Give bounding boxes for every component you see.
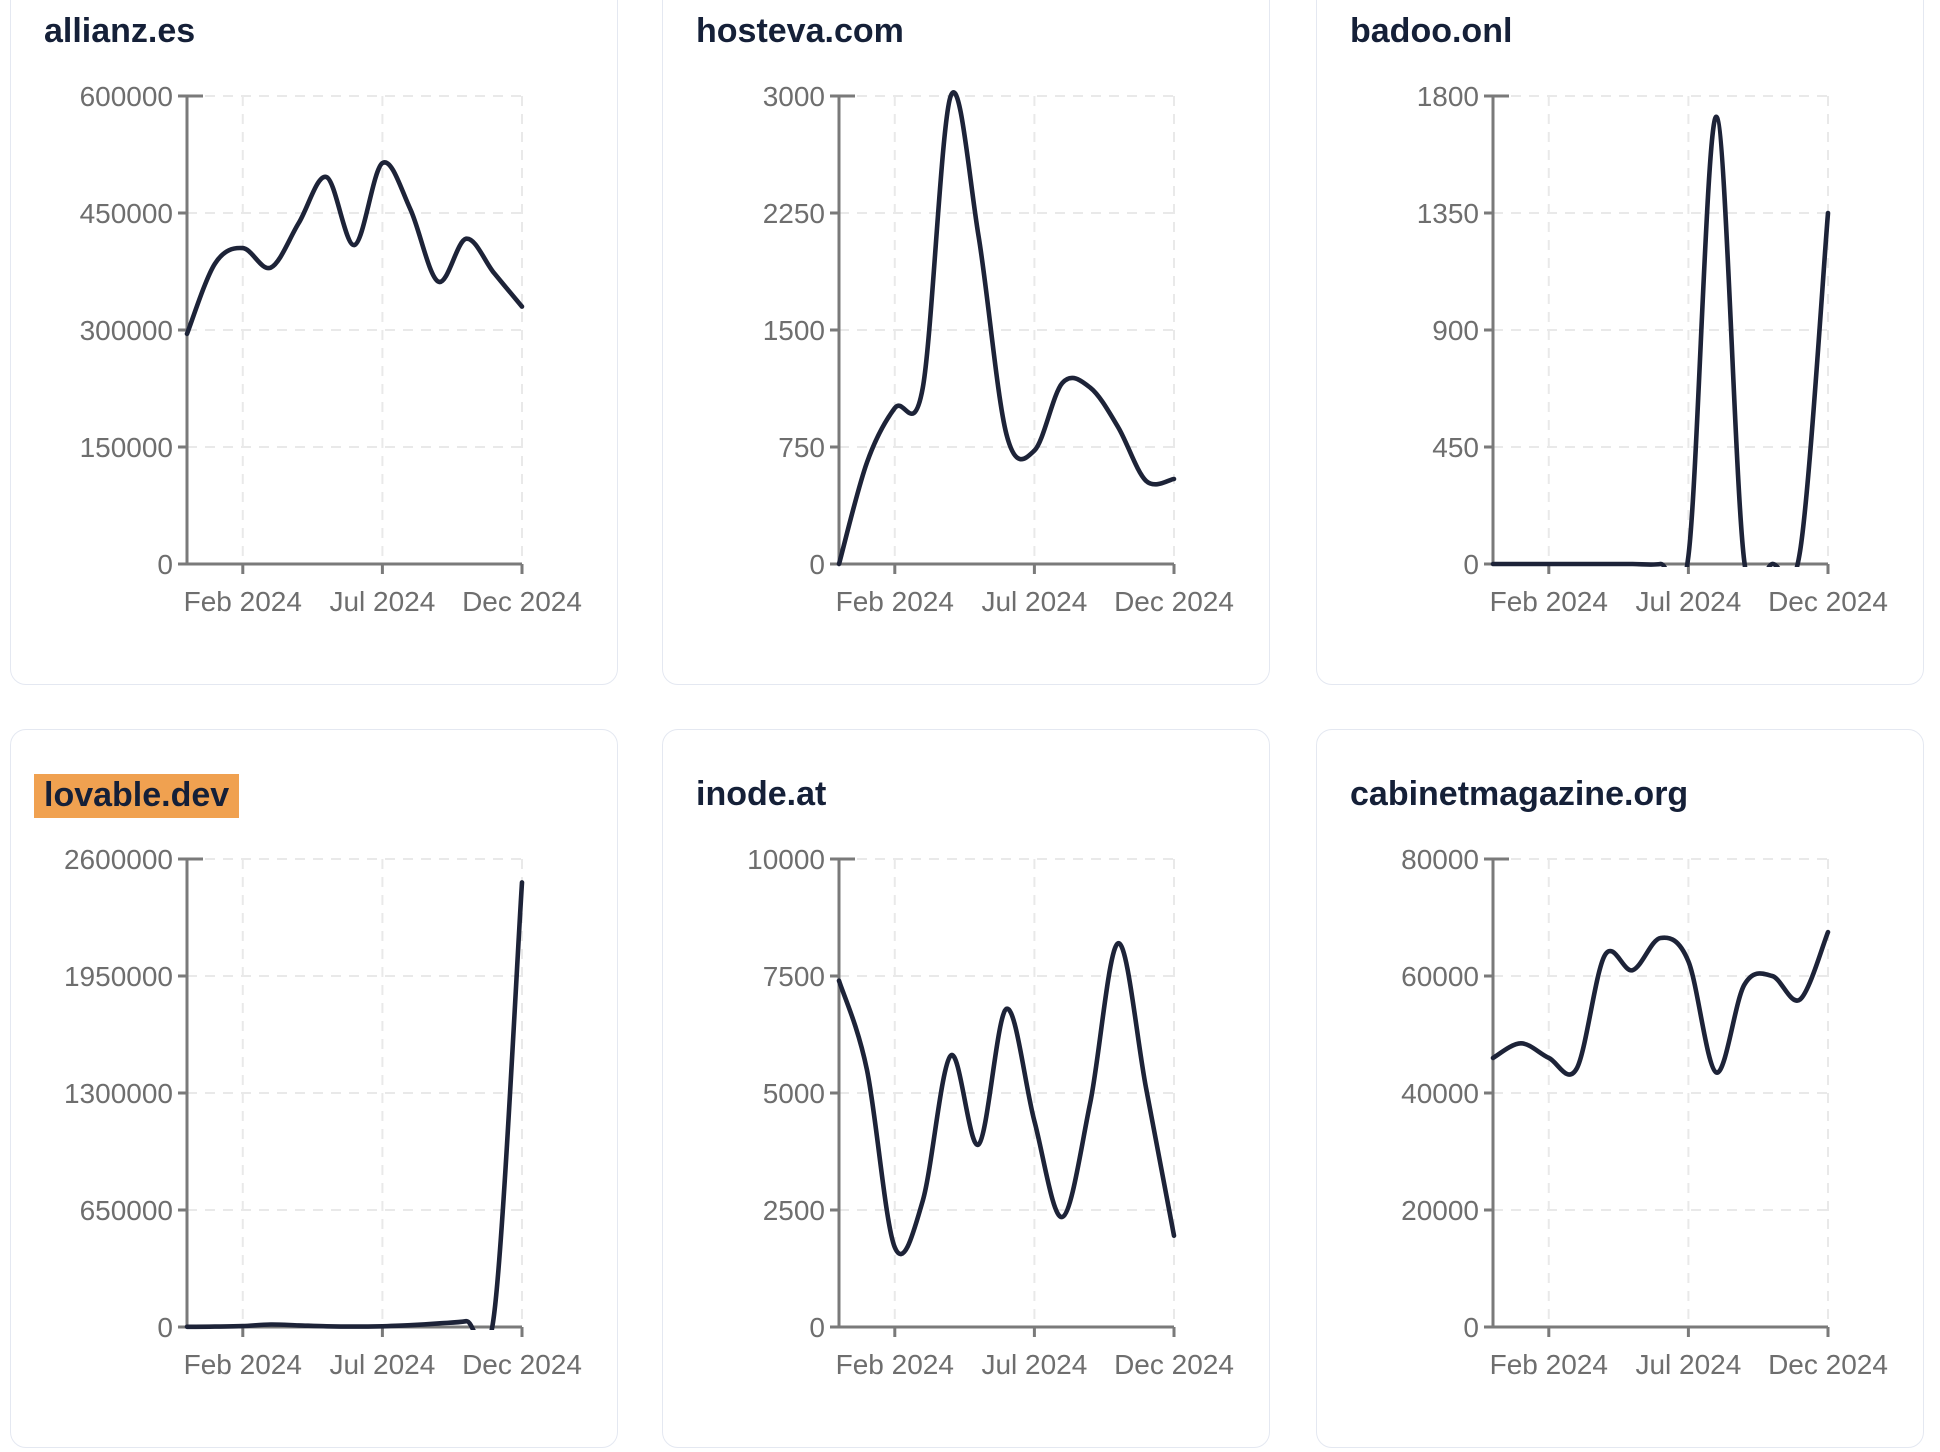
x-tick-label: Jul 2024 bbox=[329, 586, 435, 617]
line-chart[interactable]: 0 2500 5000 7500 10000 Feb 2024 Jul 2024 Dec 20… bbox=[663, 838, 1269, 1400]
line-chart[interactable]: 0 150000 300000 450000 600000 Feb 2024 Jul 202… bbox=[11, 75, 617, 637]
y-tick-label: 0 bbox=[1463, 1312, 1479, 1343]
chart-title[interactable]: cabinetmagazine.org bbox=[1350, 775, 1689, 813]
x-tick-label: Dec 2024 bbox=[462, 586, 582, 617]
y-tick-label: 0 bbox=[809, 549, 825, 580]
chart-title-row: allianz.es bbox=[44, 11, 617, 51]
series-line bbox=[836, 940, 1177, 1257]
y-tick-label: 900 bbox=[1432, 315, 1479, 346]
chart-title[interactable]: lovable.dev bbox=[34, 774, 240, 818]
x-tick-label: Feb 2024 bbox=[184, 586, 302, 617]
y-tick-label: 3000 bbox=[763, 81, 825, 112]
y-tick-label: 10000 bbox=[747, 844, 825, 875]
y-tick-label: 150000 bbox=[80, 432, 173, 463]
x-tick-label: Feb 2024 bbox=[1490, 1349, 1608, 1380]
chart-title-row: badoo.onl bbox=[1350, 11, 1923, 51]
chart-title-row: lovable.dev bbox=[34, 774, 617, 818]
chart-title[interactable]: allianz.es bbox=[44, 12, 196, 50]
line-chart-svg: 0 750 1500 2250 3000 Feb 2024 Jul 2024 Dec 2024 bbox=[763, 81, 1234, 617]
x-tick-label: Jul 2024 bbox=[981, 586, 1087, 617]
y-tick-label: 0 bbox=[1463, 549, 1479, 580]
line-chart-svg: 0 150000 300000 450000 600000 Feb 2024 Jul 202… bbox=[80, 81, 582, 617]
y-tick-label: 450000 bbox=[80, 198, 173, 229]
y-tick-label: 300000 bbox=[80, 315, 173, 346]
series-line bbox=[1490, 114, 1831, 567]
series-line bbox=[836, 90, 1177, 567]
y-tick-label: 80000 bbox=[1401, 844, 1479, 875]
y-tick-label: 20000 bbox=[1401, 1195, 1479, 1226]
chart-title-row: inode.at bbox=[696, 774, 1269, 814]
x-tick-label: Feb 2024 bbox=[1490, 586, 1608, 617]
x-tick-label: Dec 2024 bbox=[1768, 586, 1888, 617]
y-tick-label: 60000 bbox=[1401, 961, 1479, 992]
y-tick-label: 750 bbox=[778, 432, 825, 463]
x-tick-label: Dec 2024 bbox=[1114, 1349, 1234, 1380]
x-tick-label: Feb 2024 bbox=[836, 1349, 954, 1380]
chart-title[interactable]: inode.at bbox=[696, 775, 827, 813]
line-chart[interactable]: 0 650000 1300000 1950000 2600000 Feb 2024 Jul … bbox=[11, 838, 617, 1400]
x-tick-label: Jul 2024 bbox=[329, 1349, 435, 1380]
y-tick-label: 2600000 bbox=[64, 844, 173, 875]
chart-title[interactable]: badoo.onl bbox=[1350, 12, 1513, 50]
x-tick-label: Dec 2024 bbox=[1114, 586, 1234, 617]
x-tick-label: Jul 2024 bbox=[981, 1349, 1087, 1380]
y-tick-label: 650000 bbox=[80, 1195, 173, 1226]
y-tick-label: 0 bbox=[809, 1312, 825, 1343]
y-tick-label: 1950000 bbox=[64, 961, 173, 992]
chart-title[interactable]: hosteva.com bbox=[696, 12, 904, 50]
series-line bbox=[184, 880, 525, 1330]
x-tick-label: Jul 2024 bbox=[1635, 586, 1741, 617]
chart-card: inode.at 0 2500 5000 7500 10000 Feb 2024 Jul 2… bbox=[662, 729, 1270, 1448]
y-tick-label: 40000 bbox=[1401, 1078, 1479, 1109]
line-chart[interactable]: 0 20000 40000 60000 80000 Feb 2024 Jul 2024 Dec… bbox=[1317, 838, 1923, 1400]
chart-card: lovable.dev 0 650000 1300000 1950000 2600000… bbox=[10, 729, 618, 1448]
x-tick-label: Dec 2024 bbox=[1768, 1349, 1888, 1380]
line-chart-svg: 0 450 900 1350 1800 Feb 2024 Jul 2024 Dec 2024 bbox=[1417, 81, 1888, 617]
x-tick-label: Feb 2024 bbox=[836, 586, 954, 617]
y-tick-label: 1350 bbox=[1417, 198, 1479, 229]
x-tick-label: Feb 2024 bbox=[184, 1349, 302, 1380]
chart-card: badoo.onl 0 450 900 1350 1800 Feb 2024 Jul 202… bbox=[1316, 0, 1924, 685]
y-tick-label: 450 bbox=[1432, 432, 1479, 463]
y-tick-label: 1800 bbox=[1417, 81, 1479, 112]
x-tick-label: Jul 2024 bbox=[1635, 1349, 1741, 1380]
y-tick-label: 0 bbox=[157, 549, 173, 580]
chart-title-row: cabinetmagazine.org bbox=[1350, 774, 1923, 814]
y-tick-label: 2250 bbox=[763, 198, 825, 229]
y-tick-label: 2500 bbox=[763, 1195, 825, 1226]
series-line bbox=[1490, 929, 1831, 1077]
series-line bbox=[184, 160, 525, 337]
line-chart-svg: 0 20000 40000 60000 80000 Feb 2024 Jul 2024 Dec… bbox=[1401, 844, 1888, 1380]
chart-card: hosteva.com 0 750 1500 2250 3000 Feb 2024 Jul … bbox=[662, 0, 1270, 685]
line-chart-svg: 0 650000 1300000 1950000 2600000 Feb 2024 Jul … bbox=[64, 844, 582, 1380]
y-tick-label: 1500 bbox=[763, 315, 825, 346]
line-chart[interactable]: 0 450 900 1350 1800 Feb 2024 Jul 2024 Dec 2024 bbox=[1317, 75, 1923, 637]
line-chart[interactable]: 0 750 1500 2250 3000 Feb 2024 Jul 2024 Dec 2024 bbox=[663, 75, 1269, 637]
y-tick-label: 600000 bbox=[80, 81, 173, 112]
y-tick-label: 0 bbox=[157, 1312, 173, 1343]
y-tick-label: 7500 bbox=[763, 961, 825, 992]
y-tick-label: 5000 bbox=[763, 1078, 825, 1109]
chart-title-row: hosteva.com bbox=[696, 11, 1269, 51]
chart-card: allianz.es 0 150000 300000 450000 600000 Feb … bbox=[10, 0, 618, 685]
x-tick-label: Dec 2024 bbox=[462, 1349, 582, 1380]
chart-card: cabinetmagazine.org 0 20000 40000 60000 8000… bbox=[1316, 729, 1924, 1448]
line-chart-svg: 0 2500 5000 7500 10000 Feb 2024 Jul 2024 Dec 20… bbox=[747, 844, 1234, 1380]
y-tick-label: 1300000 bbox=[64, 1078, 173, 1109]
